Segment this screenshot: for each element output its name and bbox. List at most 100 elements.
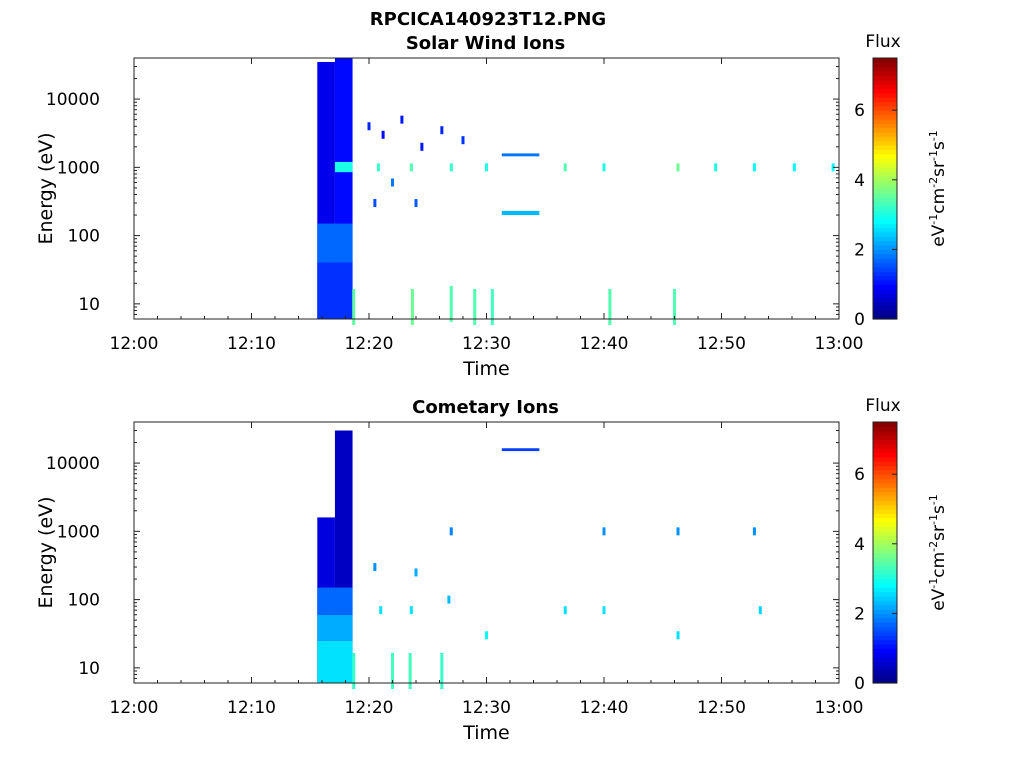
colorbar-segment [873, 530, 897, 536]
colorbar-segment [873, 652, 897, 658]
data-pixel [376, 163, 380, 172]
colorbar-segment [873, 292, 897, 298]
data-pixel [373, 563, 377, 572]
y-tick-label: 100 [68, 227, 100, 247]
colorbar-segment [873, 487, 897, 493]
data-pixel [410, 288, 414, 325]
colorbar-segment [873, 509, 897, 514]
colorbar-segment [873, 674, 897, 680]
colorbar-segment [873, 522, 897, 527]
colorbar-segment [873, 245, 897, 250]
colorbar-segment [873, 574, 897, 580]
colorbar-segment [873, 448, 897, 454]
colorbar-segment [873, 214, 897, 220]
colorbar-segment [873, 288, 897, 294]
colorbar-segment [873, 648, 897, 654]
colorbar-segment [873, 201, 897, 207]
data-pixel [676, 527, 680, 536]
data-pixel [409, 163, 413, 172]
colorbar-tick-label: 4 [854, 171, 865, 191]
data-pixel [449, 527, 453, 536]
colorbar-segment [873, 297, 897, 303]
colorbar-segment [873, 175, 897, 181]
colorbar-segment [873, 556, 897, 562]
colorbar-segment [873, 469, 897, 475]
colorbar-segment [873, 266, 897, 272]
colorbar-title: Flux [865, 396, 900, 416]
panel-2: Cometary Ions 12:00 12:10 12:20 12:30 12:40 12… [35, 396, 949, 744]
data-pixel [352, 288, 356, 325]
colorbar-segment [873, 197, 897, 203]
colorbar-segment [873, 609, 897, 614]
colorbar-segment [873, 314, 897, 320]
x-tick-label: 12:40 [580, 698, 629, 718]
colorbar-segment [873, 513, 897, 519]
colorbar-segment [873, 66, 897, 72]
colorbar-unit-label: eV-1cm-2sr-1s-1 [927, 130, 949, 247]
colorbar-segment [873, 435, 897, 440]
colorbar-segment [873, 71, 897, 76]
colorbar-segment [873, 591, 897, 597]
x-tick-label: 12:10 [227, 698, 276, 718]
data-block [317, 614, 353, 641]
data-block [317, 640, 353, 683]
colorbar-segment [873, 669, 897, 675]
colorbar-segment [873, 101, 897, 107]
y-tick-label: 10 [78, 295, 100, 315]
x-axis-label: Time [462, 358, 510, 380]
colorbar-segment [873, 149, 897, 155]
data-pixel [449, 285, 453, 322]
x-tick-label: 12:10 [227, 334, 276, 354]
y-axis-label: Energy (eV) [35, 496, 57, 608]
y-tick-label: 1000 [57, 158, 100, 178]
data-pixel [414, 568, 418, 577]
data-pixel [563, 606, 567, 615]
colorbar-segment [873, 622, 897, 628]
colorbar-segment [873, 526, 897, 532]
x-tick-label: 12:40 [580, 334, 629, 354]
colorbar-segment [873, 58, 897, 63]
colorbar-segment [873, 604, 897, 610]
colorbar-segment [873, 179, 897, 185]
colorbar-segment [873, 678, 897, 684]
colorbar-tick-label: 0 [854, 674, 865, 694]
colorbar-segment [873, 166, 897, 172]
x-tick-label: 12:30 [462, 334, 511, 354]
data-pixel [408, 652, 412, 689]
data-pixel [676, 163, 680, 172]
colorbar-tick-label: 6 [854, 465, 865, 485]
data-pixel [391, 178, 394, 187]
colorbar-segment [873, 62, 897, 68]
colorbar-segment [873, 543, 897, 549]
colorbar-segment [873, 478, 897, 484]
colorbar-tick-label: 4 [854, 535, 865, 555]
data-pixel [400, 115, 404, 124]
colorbar-segment [873, 118, 897, 124]
plot-frame [133, 421, 840, 684]
colorbar-segment [873, 218, 897, 224]
colorbar-tick-label: 0 [854, 310, 865, 330]
data-pixel [381, 130, 385, 139]
data-pixel [714, 163, 718, 172]
data-pixel [461, 136, 465, 145]
colorbar-segment [873, 253, 897, 259]
colorbar-segment [873, 582, 897, 588]
colorbar-segment [873, 422, 897, 427]
colorbar-tick-label: 2 [854, 240, 865, 260]
panel-1: Solar Wind Ions 12:00 12:10 12:20 12:30 12:40… [35, 32, 949, 380]
colorbar-segment [873, 127, 897, 133]
x-tick-label: 12:00 [110, 334, 159, 354]
data-pixel [440, 126, 444, 135]
colorbar-segment [873, 310, 897, 316]
data-pixel [752, 527, 756, 536]
data-pixel [673, 288, 676, 325]
data-pixel [449, 163, 453, 172]
colorbar-segment [873, 539, 897, 545]
colorbar-title: Flux [865, 32, 900, 52]
data-pixel [473, 288, 477, 325]
data-pixel [352, 652, 356, 689]
colorbar-segment [873, 635, 897, 641]
colorbar-segment [873, 84, 897, 90]
data-pixel [563, 163, 567, 172]
